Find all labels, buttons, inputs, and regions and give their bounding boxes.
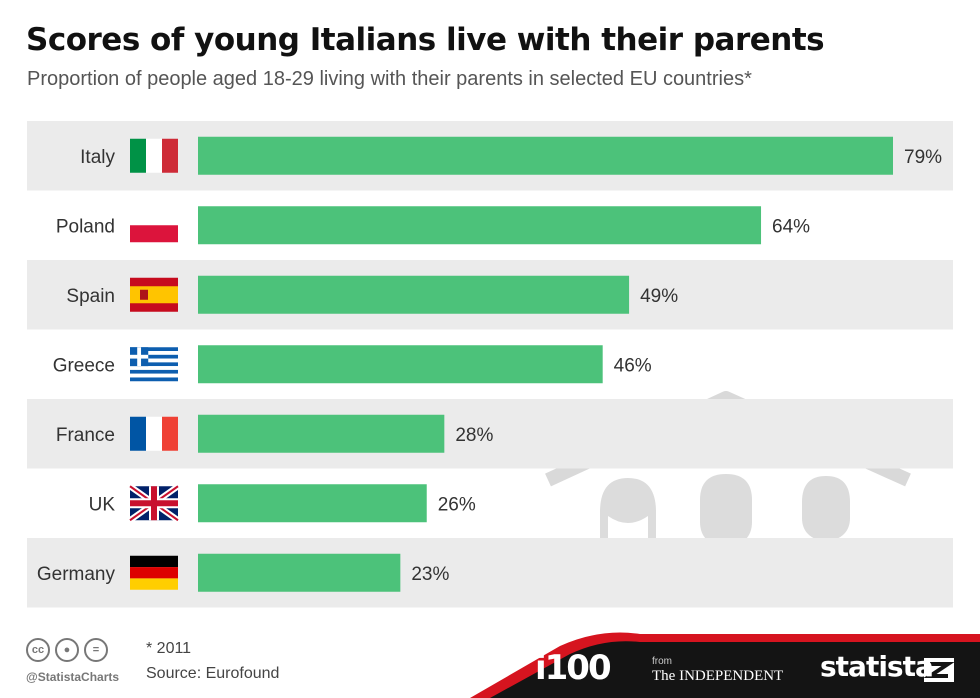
- category-labels: Italy Poland Spain Greece France UK Germany: [37, 147, 116, 585]
- chart-title: Scores of young Italians live with their…: [26, 22, 825, 58]
- category-label: Poland: [56, 216, 115, 237]
- statista-handle: @StatistaCharts: [26, 670, 120, 684]
- greece-flag-icon: [130, 347, 178, 382]
- bar-germany: [198, 553, 401, 592]
- chart-subtitle: Proportion of people aged 18-29 living w…: [27, 68, 752, 90]
- row-band: [27, 399, 953, 469]
- cc-license-icons: cc ● =: [26, 638, 108, 662]
- bar-uk: [198, 484, 427, 523]
- flags: [128, 138, 180, 590]
- germany-flag-icon: [130, 555, 178, 590]
- uk-flag-icon: [128, 483, 180, 523]
- independent-logo: The INDEPENDENT: [652, 668, 784, 684]
- nd-icon: =: [84, 638, 108, 662]
- category-label: Spain: [66, 286, 115, 307]
- italy-flag-icon: [130, 138, 178, 173]
- cc-icon: cc: [26, 638, 50, 662]
- source-note: Source: Eurofound: [146, 665, 280, 682]
- bar-chart: Italy Poland Spain Greece France UK Germany 79…: [27, 121, 953, 608]
- bar-greece: [198, 345, 603, 384]
- footer-banner: [470, 632, 980, 698]
- value-labels: 79% 64% 49% 46% 28% 26% 23%: [411, 147, 942, 585]
- category-label: Germany: [37, 564, 116, 585]
- value-label: 49%: [640, 286, 678, 307]
- spain-flag-icon: [130, 277, 178, 312]
- brand-from-label: from: [652, 656, 672, 667]
- by-icon: ●: [55, 638, 79, 662]
- value-label: 28%: [455, 425, 493, 446]
- category-label: France: [56, 425, 115, 446]
- i100-logo: i100: [535, 648, 612, 688]
- bar-spain: [198, 275, 630, 314]
- bars: [198, 136, 893, 592]
- poland-flag-icon: [130, 208, 178, 243]
- bar-italy: [198, 136, 893, 175]
- footnote: * 2011: [146, 640, 192, 657]
- statista-logo: statista: [820, 650, 934, 683]
- bar-poland: [198, 206, 762, 245]
- category-label: UK: [89, 494, 116, 515]
- value-label: 46%: [614, 355, 652, 376]
- france-flag-icon: [130, 416, 178, 451]
- value-label: 79%: [904, 147, 942, 168]
- value-label: 23%: [411, 564, 449, 585]
- category-label: Greece: [53, 355, 115, 376]
- category-label: Italy: [80, 147, 115, 168]
- row-band: [27, 538, 953, 608]
- value-label: 26%: [438, 494, 476, 515]
- value-label: 64%: [772, 216, 810, 237]
- bar-france: [198, 414, 445, 453]
